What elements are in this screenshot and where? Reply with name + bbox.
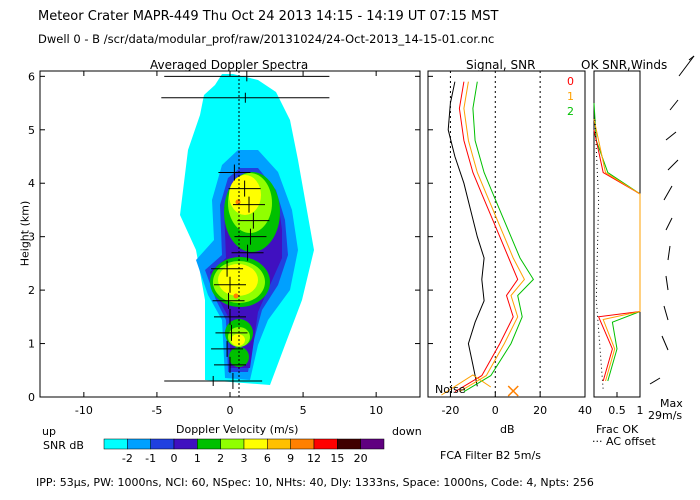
y-tick-label: 0: [28, 391, 35, 404]
colorbar-tick-label: 20: [354, 452, 368, 465]
y-tick-label: 4: [28, 177, 35, 190]
legend-1: 1: [567, 90, 574, 103]
colorbar-tick-label: 2: [217, 452, 224, 465]
max-wind-value: 29m/s: [648, 409, 683, 422]
signal-frame: [427, 70, 586, 398]
spectra-title: Averaged Doppler Spectra: [150, 58, 309, 72]
doppler-spectra-panel: -10 -5 0 5 10 0 1 2 3 4 5 6: [28, 70, 421, 417]
snr-colorbar: -2 -1 0 1 2 3 6 9 12 15 20: [103, 438, 385, 465]
signal-line-signal: [447, 81, 485, 387]
x-tick-label: 0.5: [608, 404, 626, 417]
colorbar-tick-label: 1: [194, 452, 201, 465]
x-tick-label: 1: [637, 404, 644, 417]
frac-ok-line-frac_ok_1: [593, 129, 641, 382]
colorbar-tick-label: -2: [122, 452, 133, 465]
colorbar-tick-label: 3: [241, 452, 248, 465]
frac-ok-line-frac_ok_2: [593, 118, 641, 382]
ac-offset-label: ··· AC offset: [592, 435, 656, 448]
signal-snr-panel: -20 0 20 40: [427, 70, 592, 417]
noise-line: [441, 374, 492, 396]
ok-snr-winds-panel: 0.5 1: [593, 55, 695, 417]
ac-offset-text: AC offset: [606, 435, 656, 448]
fca-filter: FCA Filter B2 5m/s: [440, 449, 541, 462]
max-label: Max: [660, 397, 683, 410]
spectra-axis-ticks: -10 -5 0 5 10 0 1 2 3 4 5 6: [28, 70, 420, 417]
colorbar-swatch: [103, 438, 128, 450]
spectra-velocity-marks: [161, 71, 330, 389]
colorbar-swatch: [290, 438, 315, 450]
colorbar-tick-label: 12: [307, 452, 321, 465]
signal-xlabel: dB: [500, 423, 515, 436]
colorbar-swatch: [360, 438, 385, 450]
ac-offset-line: [594, 119, 604, 391]
legend-2: 2: [567, 105, 574, 118]
spectra-heatmap: [180, 74, 314, 385]
x-tick-label: 10: [369, 404, 383, 417]
wind-barbs: [649, 55, 695, 385]
x-tick-label: -20: [441, 404, 459, 417]
spectra-down-label: down: [392, 425, 422, 438]
y-tick-label: 1: [28, 338, 35, 351]
colorbar-tick-label: 9: [287, 452, 294, 465]
x-tick-label: 20: [533, 404, 547, 417]
x-tick-label: -10: [75, 404, 93, 417]
signal-axis-ticks: -20 0 20 40: [428, 71, 592, 417]
colorbar-swatch: [337, 438, 361, 450]
x-tick-label: 0: [492, 404, 499, 417]
colorbar-swatch: [197, 438, 221, 450]
x-tick-label: 0: [227, 404, 234, 417]
frac-ok-axis-ticks: 0.5 1: [608, 392, 644, 417]
y-tick-label: 6: [28, 70, 35, 83]
colorbar-tick-label: 0: [171, 452, 178, 465]
noise-marker: [507, 385, 519, 397]
x-tick-label: 40: [578, 404, 592, 417]
spectra-xlabel: Doppler Velocity (m/s): [176, 423, 299, 436]
header-file: Dwell 0 - B /scr/data/modular_prof/raw/2…: [38, 32, 495, 46]
signal-line-1: [459, 81, 525, 393]
y-tick-label: 5: [28, 124, 35, 137]
frac-ok-series: [593, 103, 641, 391]
colorbar-swatch: [127, 438, 151, 450]
radar-params: IPP: 53µs, PW: 1000ns, NCI: 60, NSpec: 1…: [36, 476, 594, 489]
spectra-ylabel: Height (km): [18, 200, 32, 267]
signal-line-2: [463, 81, 535, 393]
colorbar-tick-label: -1: [145, 452, 156, 465]
x-tick-label: -5: [151, 404, 162, 417]
colorbar-tick-label: 6: [264, 452, 271, 465]
header-title: Meteor Crater MAPR-449 Thu Oct 24 2013 1…: [38, 9, 499, 24]
y-tick-label: 3: [28, 231, 35, 244]
colorbar-swatch: [150, 438, 175, 450]
y-tick-label: 2: [28, 284, 35, 297]
frac-ok-label: Frac OK: [596, 423, 639, 436]
spectra-up-label: up: [42, 425, 56, 438]
colorbar-label: SNR dB: [43, 439, 84, 452]
colorbar-swatch: [173, 438, 198, 450]
frac-ok-line-frac_ok: [593, 103, 641, 382]
colorbar-swatch: [220, 438, 245, 450]
winds-title: OK SNR,Winds: [581, 58, 668, 72]
legend-0: 0: [567, 75, 574, 88]
colorbar-swatch: [243, 438, 268, 450]
signal-title: Signal, SNR: [466, 58, 536, 72]
x-tick-label: 5: [300, 404, 307, 417]
colorbar-swatch: [267, 438, 291, 450]
signal-series: [441, 81, 535, 397]
signal-noise-label: Noise: [435, 383, 466, 396]
colorbar-tick-label: 15: [330, 452, 344, 465]
signal-line-0: [454, 81, 519, 393]
colorbar-swatch: [313, 438, 338, 450]
